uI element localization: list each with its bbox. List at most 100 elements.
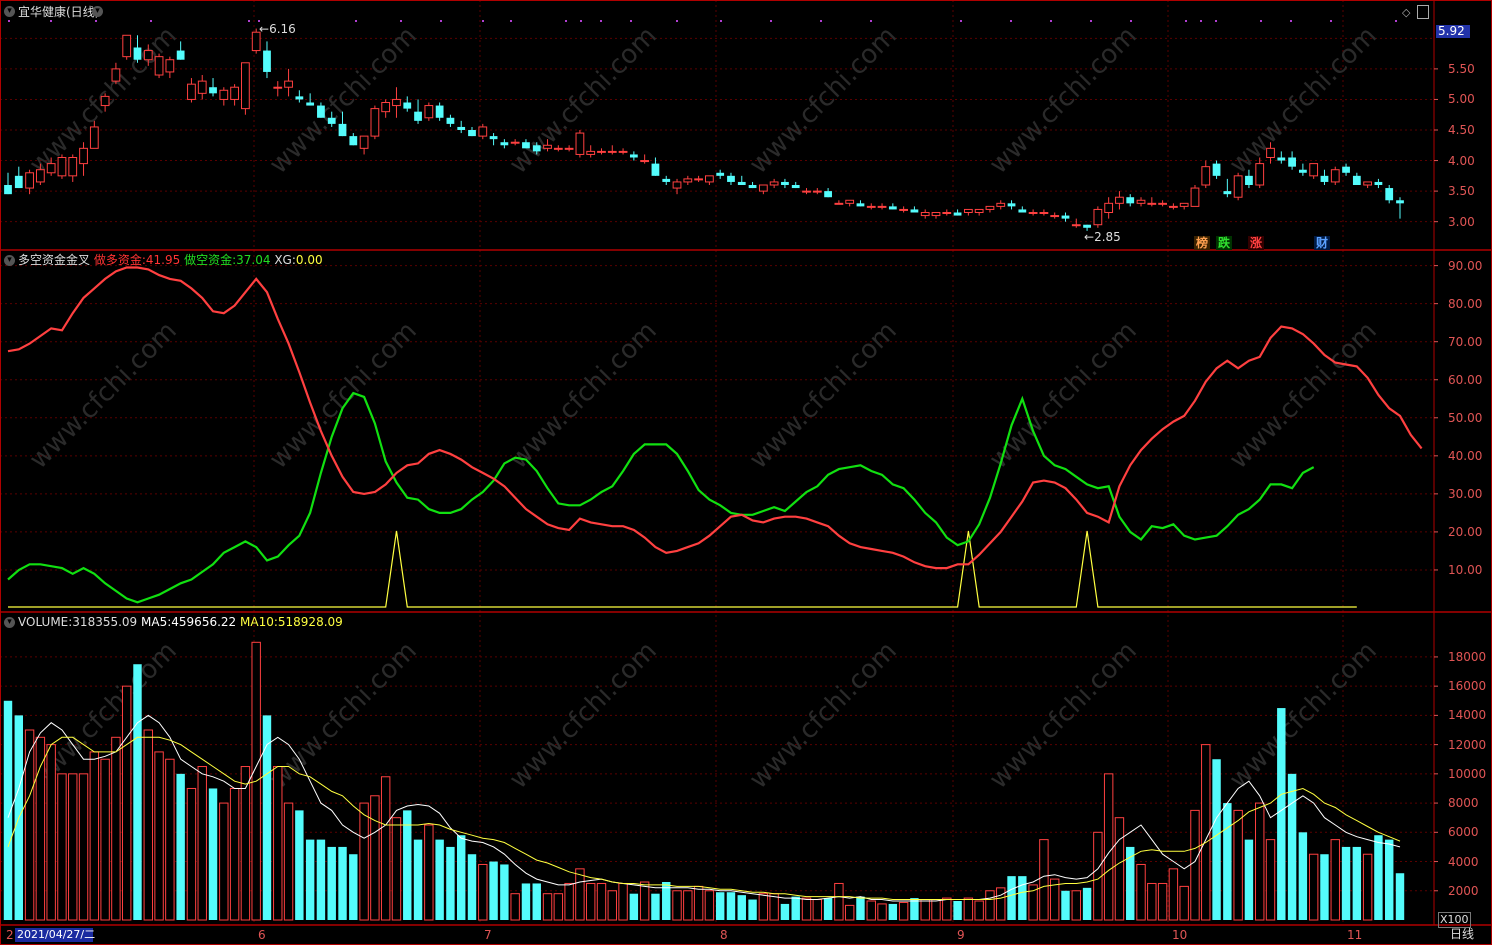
volume-bar [963, 897, 974, 921]
high-price-marker: ←6.16 [259, 22, 296, 36]
price-tick-label: 3.50 [1448, 184, 1475, 199]
candle-body [57, 157, 67, 177]
collapse-toggle-icon[interactable]: ▾ [4, 6, 15, 17]
candle-body [1061, 215, 1070, 219]
watermark-text: www.cfchi.com [744, 636, 903, 795]
volume-tick-label: 14000 [1448, 708, 1487, 723]
event-dot [600, 20, 602, 22]
volume-bar [413, 839, 423, 920]
candle-body [985, 205, 995, 210]
volume-bar [1255, 802, 1265, 921]
candle-body [553, 147, 563, 150]
volume-bar [726, 892, 736, 920]
candle-body [392, 98, 401, 107]
volume-bar [1374, 835, 1383, 920]
volume-bar [898, 901, 909, 921]
candle-body [46, 163, 56, 174]
candle-body [143, 50, 153, 61]
event-tag-bang[interactable]: 榜 [1194, 236, 1211, 250]
volume-bar [1147, 882, 1157, 921]
event-dot [1260, 20, 1262, 22]
ma10-label: MA10: [240, 615, 278, 629]
candle-body [327, 117, 336, 124]
candle-body [748, 185, 757, 189]
volume-bar [715, 892, 725, 920]
date-cursor-box[interactable] [15, 928, 93, 942]
volume-bar [1287, 773, 1297, 920]
candle-body [575, 132, 585, 155]
event-dot [1395, 20, 1397, 22]
candlestick-series [4, 28, 1404, 231]
candle-body [737, 181, 746, 185]
stock-menu-icon[interactable]: ▾ [92, 6, 103, 17]
candle-body [812, 190, 822, 193]
watermark-text: www.cfchi.com [24, 316, 183, 475]
candle-body [35, 169, 45, 183]
volume-bar [1007, 876, 1016, 920]
scroll-right-button[interactable] [1417, 5, 1429, 19]
watermark-text: www.cfchi.com [264, 636, 423, 795]
volume-toggle-icon[interactable]: ▾ [4, 617, 15, 628]
volume-bar [791, 896, 800, 920]
volume-bar [35, 736, 46, 921]
candle-body [662, 178, 671, 182]
volume-bar [1039, 839, 1049, 921]
candle-body [727, 175, 735, 182]
candle-body [111, 68, 121, 82]
event-tag-die[interactable]: 跌 [1216, 236, 1233, 250]
candle-body [758, 184, 768, 192]
candle-body [122, 34, 132, 58]
high-price-label: 6.16 [269, 22, 296, 36]
candle-body [414, 111, 422, 121]
event-tag-zhang[interactable]: 涨 [1248, 236, 1265, 250]
event-dot [510, 20, 512, 22]
axis-start-label: 2 [6, 928, 14, 942]
volume-bar [931, 899, 941, 921]
volume-bar [1298, 832, 1308, 920]
volume-bar [510, 893, 520, 921]
volume-bar [1341, 846, 1351, 920]
volume-bar [651, 893, 660, 920]
candle-body [942, 212, 952, 214]
indicator-toggle-icon[interactable]: ▾ [4, 255, 15, 266]
diamond-icon[interactable]: ◇ [1402, 6, 1411, 19]
watermark-text: www.cfchi.com [504, 21, 663, 180]
volume-label[interactable]: VOLUME: [18, 615, 73, 629]
volume-bar [683, 890, 693, 921]
candle-body [500, 142, 509, 146]
price-tick-label: 4.50 [1448, 123, 1475, 137]
candle-body [1277, 157, 1286, 161]
volume-bar [380, 776, 391, 921]
event-tag-cai[interactable]: 财 [1314, 236, 1331, 250]
indicator-title[interactable]: 多空资金金叉 [18, 253, 91, 267]
volume-bar [391, 817, 402, 921]
period-label[interactable]: 日线 [1450, 927, 1475, 941]
indicator-tick-label: 80.00 [1448, 296, 1483, 311]
volume-bar [111, 736, 121, 921]
volume-bar [758, 893, 769, 921]
event-dot [1090, 20, 1092, 22]
candle-body [317, 105, 325, 118]
candle-body [403, 102, 412, 109]
candle-body [1320, 175, 1329, 182]
indicator-header: 多空资金金叉 做多资金:41.95 做空资金:37.04 XG:0.00 [18, 253, 323, 267]
volume-ma10-line [7, 736, 1401, 900]
date-cursor-label: 2021/04/27/二 [17, 928, 96, 941]
candle-body [1028, 212, 1038, 214]
candle-body [219, 89, 229, 100]
candle-body [1385, 188, 1394, 201]
indicator-tick-label: 40.00 [1448, 448, 1483, 463]
xg-signal-line [8, 530, 1357, 608]
volume-bar [100, 758, 110, 921]
indicator-tick-label: 30.00 [1448, 486, 1483, 501]
candle-body [4, 185, 12, 195]
candle-body [25, 172, 34, 189]
volume-bar [467, 854, 477, 920]
volume-bar [618, 882, 628, 921]
xg-value: 0.00 [295, 253, 323, 267]
candle-body [1018, 209, 1027, 213]
candle-body [14, 175, 23, 189]
candle-body [629, 154, 638, 158]
